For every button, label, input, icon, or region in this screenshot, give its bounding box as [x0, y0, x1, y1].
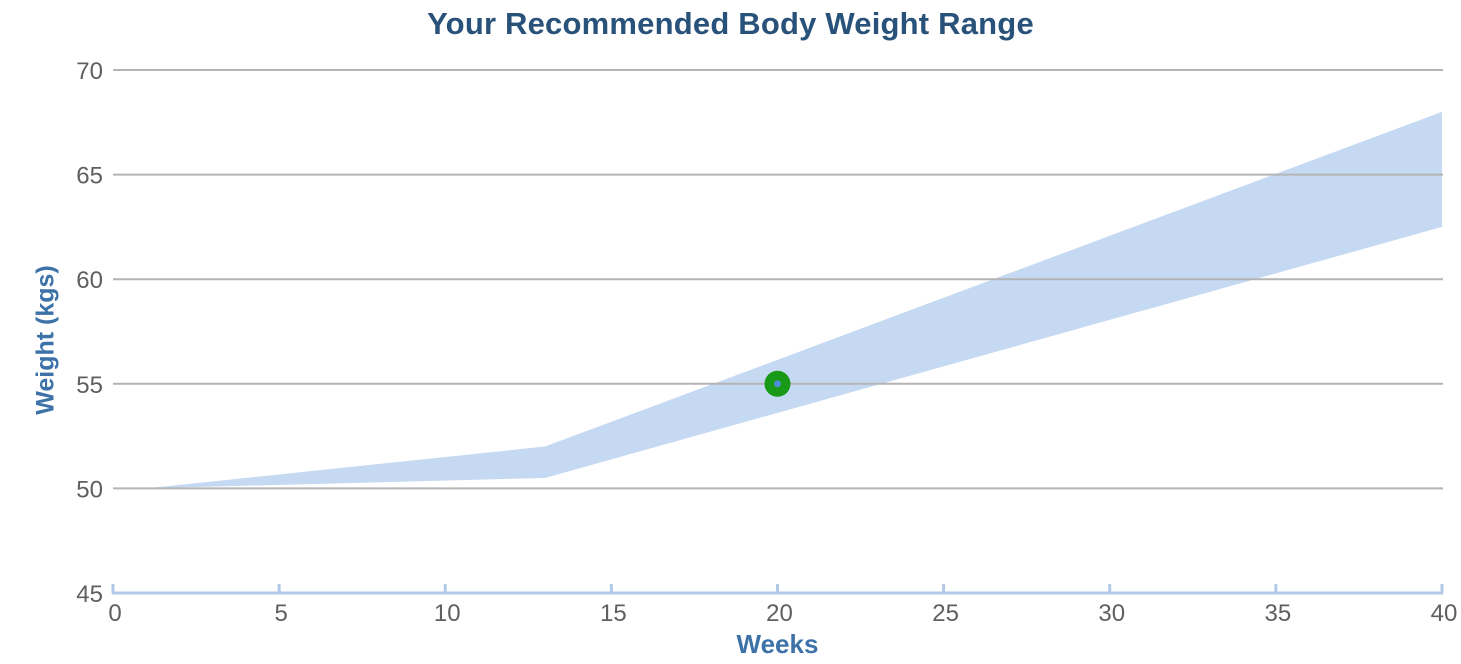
x-tick-label-0: 0: [108, 600, 121, 627]
y-tick-label-60: 60: [76, 267, 103, 294]
chart-title: Your Recommended Body Weight Range: [427, 6, 1034, 41]
x-tick-label-30: 30: [1098, 600, 1125, 627]
x-tick-label-25: 25: [932, 600, 959, 627]
x-tick-label-40: 40: [1431, 600, 1458, 627]
x-tick-label-35: 35: [1265, 600, 1292, 627]
y-tick-label-50: 50: [76, 476, 103, 503]
y-tick-label-70: 70: [76, 58, 103, 85]
x-axis-title: Weeks: [736, 629, 819, 659]
y-axis-title: Weight (kgs): [31, 265, 60, 415]
x-tick-label-10: 10: [434, 600, 461, 627]
y-tick-label-65: 65: [76, 163, 103, 190]
y-tick-label-55: 55: [76, 372, 103, 399]
x-tick-label-15: 15: [600, 600, 627, 627]
x-tick-label-20: 20: [766, 600, 793, 627]
y-tick-label-45: 45: [76, 581, 103, 608]
current-weight-marker-center: [774, 380, 781, 388]
recommended-range-band: [146, 111, 1443, 489]
x-tick-label-5: 5: [274, 600, 287, 627]
